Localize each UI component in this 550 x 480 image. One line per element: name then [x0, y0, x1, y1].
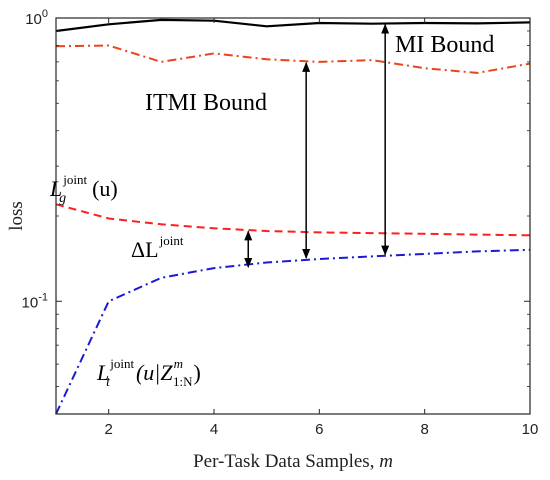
series-layer — [55, 18, 531, 415]
y-axis-label: loss — [6, 201, 27, 231]
x-tick-label: 8 — [420, 421, 428, 438]
itmi-bound-label: ITMI Bound — [145, 90, 267, 116]
lg-label: Ljoint g (u) — [49, 172, 118, 206]
x-tick-label: 10 — [522, 421, 539, 438]
tick-layer: 2 4 6 8 10 10-1 100 — [22, 8, 539, 438]
y-tick-label: 10-1 — [22, 291, 48, 311]
x-axis-label: Per-Task Data Samples, m — [193, 451, 393, 472]
series-line-lg — [55, 203, 531, 237]
x-tick-label: 2 — [104, 421, 112, 438]
delta-label: ΔLjoint — [131, 233, 184, 262]
series-line-lt — [55, 248, 531, 415]
arrow-layer — [244, 23, 390, 269]
plot-frame — [55, 17, 531, 415]
series-line-mi — [55, 18, 531, 33]
x-tick-label: 6 — [315, 421, 323, 438]
mi-bound-label: MI Bound — [395, 32, 494, 58]
lt-label: Ljoint t (u|Zm 1:N) — [96, 356, 201, 390]
series-line-itmi — [55, 44, 531, 74]
y-tick-label: 100 — [25, 8, 48, 28]
x-tick-label: 4 — [210, 421, 218, 438]
